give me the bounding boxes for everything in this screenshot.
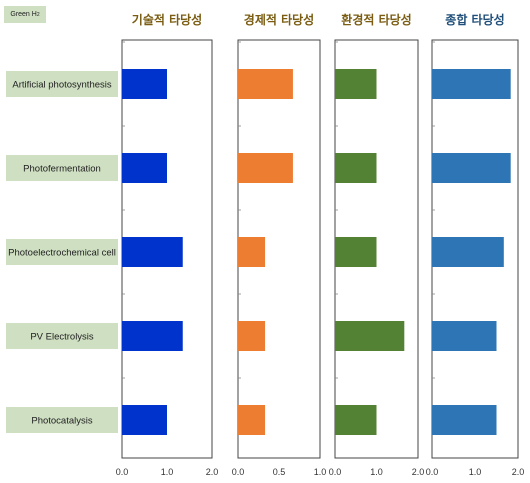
category-box <box>6 323 118 349</box>
x-tick-label: 0.0 <box>232 467 245 477</box>
x-tick-label: 2.0 <box>512 467 525 477</box>
x-tick-label: 1.0 <box>469 467 482 477</box>
bar <box>432 69 511 99</box>
x-tick-label: 2.0 <box>412 467 425 477</box>
bar <box>432 237 504 267</box>
bar <box>122 237 183 267</box>
bar <box>238 405 266 435</box>
panel-title: 종합 타당성 <box>445 12 504 27</box>
green-h2-subscript: 2 <box>36 11 40 18</box>
category-box <box>6 71 118 97</box>
category-box <box>6 407 118 433</box>
x-tick-label: 0.0 <box>329 467 342 477</box>
bar <box>122 153 167 183</box>
bar <box>238 153 293 183</box>
bar <box>335 153 377 183</box>
panel-title: 환경적 타당성 <box>341 12 411 27</box>
category-box <box>6 239 118 265</box>
bar <box>238 237 266 267</box>
bar <box>122 69 167 99</box>
x-tick-label: 1.0 <box>370 467 383 477</box>
green-h2-label: Green H <box>10 11 37 18</box>
bar <box>335 237 377 267</box>
x-tick-label: 1.0 <box>161 467 174 477</box>
panel-title: 기술적 타당성 <box>132 12 202 27</box>
x-tick-label: 0.5 <box>273 467 286 477</box>
category-label: Artificial photosynthesis <box>12 80 112 91</box>
category-label: Photofermentation <box>23 164 101 175</box>
bar <box>238 69 293 99</box>
category-box <box>6 155 118 181</box>
bar <box>122 405 167 435</box>
category-label: Photocatalysis <box>31 416 93 427</box>
bar <box>335 69 377 99</box>
bar <box>432 153 511 183</box>
bar <box>335 405 377 435</box>
bar <box>432 321 497 351</box>
x-tick-label: 0.0 <box>116 467 129 477</box>
category-label: Photoelectrochemical cell <box>8 248 116 259</box>
x-tick-label: 2.0 <box>206 467 219 477</box>
panel-title: 경제적 타당성 <box>244 12 314 27</box>
bar <box>238 321 266 351</box>
bar <box>432 405 497 435</box>
x-tick-label: 1.0 <box>314 467 327 477</box>
bar <box>122 321 183 351</box>
x-tick-label: 0.0 <box>426 467 439 477</box>
category-label: PV Electrolysis <box>30 332 94 343</box>
bar <box>335 321 405 351</box>
